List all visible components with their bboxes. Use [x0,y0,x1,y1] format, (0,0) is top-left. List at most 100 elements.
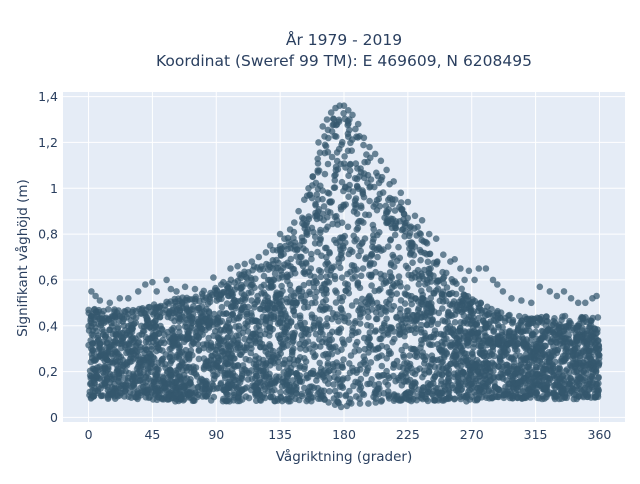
data-point [355,328,362,336]
data-point [312,294,319,301]
data-point [302,259,310,266]
data-point [320,290,328,298]
data-point [93,372,101,379]
data-point [233,332,240,340]
data-point [238,289,245,297]
data-point [241,260,248,268]
data-point [315,139,322,146]
data-point [367,183,374,190]
data-point [570,350,577,357]
data-point [460,312,468,319]
data-point [418,270,425,278]
data-point [374,231,381,239]
data-point [277,389,284,396]
data-point [568,326,576,334]
data-point [323,244,330,252]
data-point [347,352,355,359]
data-point [385,300,393,308]
data-point [321,170,329,178]
data-point [451,353,459,361]
data-point [492,388,499,396]
data-point [285,262,292,270]
data-point [139,328,147,335]
x-tick-label: 270 [460,427,484,442]
data-point [208,291,216,299]
data-point [453,347,460,354]
data-point [522,356,529,363]
data-point [252,353,259,360]
data-point [218,352,225,360]
data-point [448,341,456,349]
data-point [328,128,336,135]
data-point [551,331,559,338]
data-point [324,208,332,215]
data-point [518,297,525,304]
data-point [365,349,372,356]
data-point [482,320,490,328]
data-point [471,276,478,284]
y-tick-label: 0,4 [38,318,58,333]
data-point [427,294,435,302]
data-point [485,387,493,395]
data-point [308,314,316,321]
data-point [147,364,154,372]
data-point [349,188,357,195]
data-point [320,216,327,224]
data-point [88,394,95,401]
data-point [88,288,95,295]
data-point [380,322,388,329]
data-point [234,362,242,370]
data-point [339,138,346,146]
data-point [300,269,308,276]
data-point [467,307,475,315]
data-point [192,295,199,303]
data-point [305,215,313,223]
data-point [85,327,93,334]
data-point [495,374,503,381]
x-tick-labels: 0 45 90 135 180 225 270 315 360 [85,427,612,442]
data-point [211,328,219,335]
data-point [425,230,433,238]
data-point [452,360,460,367]
data-point [376,202,384,210]
data-point [392,377,399,385]
data-point [595,386,602,393]
data-point [564,374,571,381]
data-point [451,332,458,340]
data-point [147,325,155,332]
data-point [425,369,433,376]
data-point [305,185,312,192]
data-point [214,339,222,347]
data-point [307,272,314,279]
data-point [532,346,539,354]
data-point [123,349,130,357]
data-point [449,325,457,333]
data-point [428,305,436,313]
data-point [255,253,263,261]
data-point [442,297,450,305]
data-point [372,309,380,316]
data-point [580,339,588,346]
data-point [453,280,460,288]
data-point [408,240,415,247]
data-point [266,342,274,350]
data-point [367,252,375,260]
data-point [310,325,318,332]
data-point [111,358,119,365]
data-point [331,177,339,184]
data-point [365,400,372,407]
data-point [309,173,317,181]
data-point [280,360,287,368]
data-point [300,298,308,306]
y-tick-label: 1 [50,181,58,196]
data-point [424,383,432,391]
y-tick-label: 0,8 [38,227,58,242]
data-point [574,299,582,307]
data-point [391,335,398,343]
data-point [254,264,261,271]
data-point [235,377,243,385]
data-point [533,335,540,343]
data-point [432,384,440,392]
data-point [207,356,215,364]
x-tick-label: 0 [85,427,93,442]
